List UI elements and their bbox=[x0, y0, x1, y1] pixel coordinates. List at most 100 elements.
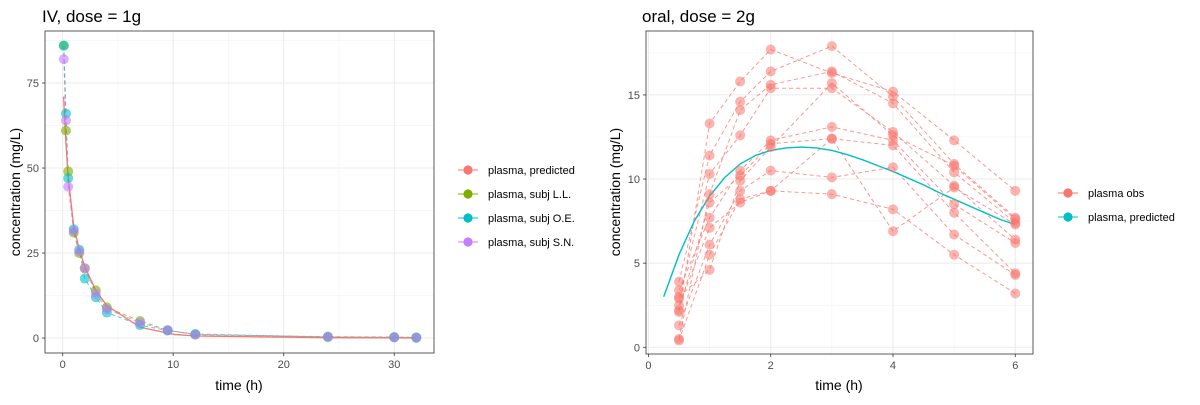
legend-item-sn: plasma, subj S.N. bbox=[458, 237, 574, 249]
data-point-plasma-obs bbox=[704, 212, 715, 223]
data-point-plasma-obs bbox=[674, 276, 685, 287]
data-point-plasma-obs bbox=[704, 118, 715, 129]
grid-oral bbox=[646, 31, 1033, 354]
legend-label-predicted-iv: plasma, predicted bbox=[488, 165, 575, 177]
data-point-plasma-obs bbox=[765, 165, 776, 176]
data-point-plasma-obs bbox=[887, 98, 898, 109]
y-tick-label: 10 bbox=[628, 174, 640, 186]
data-point-plasma-obs bbox=[949, 229, 960, 240]
y-axis-title-oral: concentration (mg/L) bbox=[607, 128, 623, 256]
data-point-plasma-obs bbox=[674, 300, 685, 311]
y-tick-label: 50 bbox=[27, 163, 39, 175]
chart-title-iv: IV, dose = 1g bbox=[42, 7, 141, 26]
x-tick-label: 20 bbox=[278, 359, 290, 371]
observation-line-3 bbox=[678, 70, 1016, 340]
legend-key-obs bbox=[1063, 188, 1073, 198]
data-point-plasma-obs bbox=[735, 185, 746, 196]
data-point-plasma-obs bbox=[1010, 214, 1021, 225]
y-ticks-oral: 0 5 10 15 bbox=[628, 90, 646, 354]
legend-label-ll: plasma, subj L.L. bbox=[488, 189, 571, 201]
chart-iv: IV, dose = 1g 0 10 20 30 0 25 50 75 time (h) c… bbox=[7, 7, 575, 393]
observation-line-8 bbox=[678, 190, 1016, 341]
x-ticks-oral: 0 2 4 6 bbox=[645, 354, 1018, 372]
data-point-plasma-obs bbox=[826, 78, 837, 89]
legend-key-predicted-oral bbox=[1063, 212, 1073, 222]
data-point-plasma-subj-s-n bbox=[63, 181, 74, 192]
data-point-plasma-subj-s-n bbox=[162, 325, 173, 336]
legend-label-oe: plasma, subj O.E. bbox=[488, 213, 575, 225]
legend-key-ll bbox=[463, 189, 473, 199]
legend-oral: plasma obs plasma, predicted bbox=[1058, 188, 1175, 224]
data-point-plasma-obs bbox=[1010, 237, 1021, 248]
data-point-plasma-obs bbox=[949, 199, 960, 210]
panel-border-iv bbox=[44, 30, 435, 354]
data-point-plasma-obs bbox=[704, 168, 715, 179]
legend-item-predicted-oral: plasma, predicted bbox=[1058, 212, 1175, 224]
data-point-plasma-obs bbox=[674, 291, 685, 302]
series-line-plasma-predicted bbox=[62, 96, 417, 339]
observation-line-5 bbox=[678, 126, 1016, 291]
data-point-plasma-subj-s-n bbox=[411, 332, 422, 343]
observation-line-7 bbox=[678, 166, 1016, 326]
y-tick-label: 25 bbox=[27, 248, 39, 260]
data-point-plasma-obs bbox=[735, 130, 746, 141]
legend-key-sn bbox=[463, 237, 473, 247]
data-point-plasma-obs bbox=[949, 160, 960, 171]
series-line-plasma-subj-o-e bbox=[63, 45, 417, 339]
data-point-plasma-obs bbox=[704, 150, 715, 161]
data-point-plasma-obs bbox=[704, 249, 715, 260]
data-point-plasma-subj-s-n bbox=[90, 288, 101, 299]
data-point-plasma-obs bbox=[704, 197, 715, 208]
data-point-plasma-obs bbox=[735, 175, 746, 186]
y-tick-label: 0 bbox=[634, 342, 640, 354]
data-point-plasma-subj-s-n bbox=[322, 332, 333, 343]
x-tick-label: 10 bbox=[167, 359, 179, 371]
data-point-plasma-subj-l-l bbox=[60, 125, 71, 136]
data-point-plasma-subj-o-e bbox=[79, 273, 90, 284]
data-point-plasma-subj-s-n bbox=[190, 329, 201, 340]
observation-line-10 bbox=[678, 82, 1016, 298]
data-point-plasma-obs bbox=[887, 226, 898, 237]
legend-key-oe bbox=[463, 213, 473, 223]
data-point-plasma-obs bbox=[826, 133, 837, 144]
legend-iv: plasma, predicted plasma, subj L.L. plas… bbox=[458, 165, 575, 249]
plot-area-oral bbox=[663, 41, 1021, 346]
data-point-plasma-obs bbox=[1010, 185, 1021, 196]
plot-area-iv bbox=[58, 40, 422, 343]
y-tick-label: 15 bbox=[628, 90, 640, 102]
data-point-plasma-obs bbox=[826, 172, 837, 183]
panel-border-oral bbox=[645, 30, 1034, 355]
data-point-plasma-obs bbox=[887, 140, 898, 151]
data-point-plasma-obs bbox=[674, 335, 685, 346]
observation-line-6 bbox=[678, 138, 1016, 311]
data-point-plasma-obs bbox=[1010, 288, 1021, 299]
data-point-plasma-obs bbox=[765, 83, 776, 94]
data-point-plasma-obs bbox=[704, 239, 715, 250]
data-point-plasma-obs bbox=[949, 249, 960, 260]
observation-line-4 bbox=[678, 87, 1016, 299]
observation-line-2 bbox=[678, 45, 1016, 282]
data-point-plasma-obs bbox=[735, 197, 746, 208]
x-tick-label: 30 bbox=[388, 359, 400, 371]
data-point-plasma-obs bbox=[735, 76, 746, 87]
data-point-plasma-subj-s-n bbox=[389, 332, 400, 343]
data-point-plasma-obs bbox=[1010, 269, 1021, 280]
legend-item-predicted-iv: plasma, predicted bbox=[458, 165, 575, 177]
data-point-plasma-obs bbox=[704, 264, 715, 275]
data-point-plasma-obs bbox=[674, 320, 685, 331]
x-tick-label: 2 bbox=[768, 360, 774, 372]
data-point-plasma-obs bbox=[765, 142, 776, 153]
data-point-plasma-obs bbox=[949, 207, 960, 218]
y-tick-label: 75 bbox=[27, 78, 39, 90]
data-point-plasma-subj-s-n bbox=[135, 317, 146, 328]
chart-title-oral: oral, dose = 2g bbox=[642, 7, 755, 26]
x-axis-title-iv: time (h) bbox=[215, 377, 262, 393]
legend-label-sn: plasma, subj S.N. bbox=[488, 237, 574, 249]
y-tick-label: 0 bbox=[33, 333, 39, 345]
legend-label-predicted-oral: plasma, predicted bbox=[1088, 212, 1175, 224]
grid-iv bbox=[45, 31, 434, 353]
data-point-plasma-obs bbox=[949, 135, 960, 146]
data-point-plasma-obs bbox=[735, 105, 746, 116]
series-line-plasma-subj-l-l bbox=[63, 45, 417, 338]
